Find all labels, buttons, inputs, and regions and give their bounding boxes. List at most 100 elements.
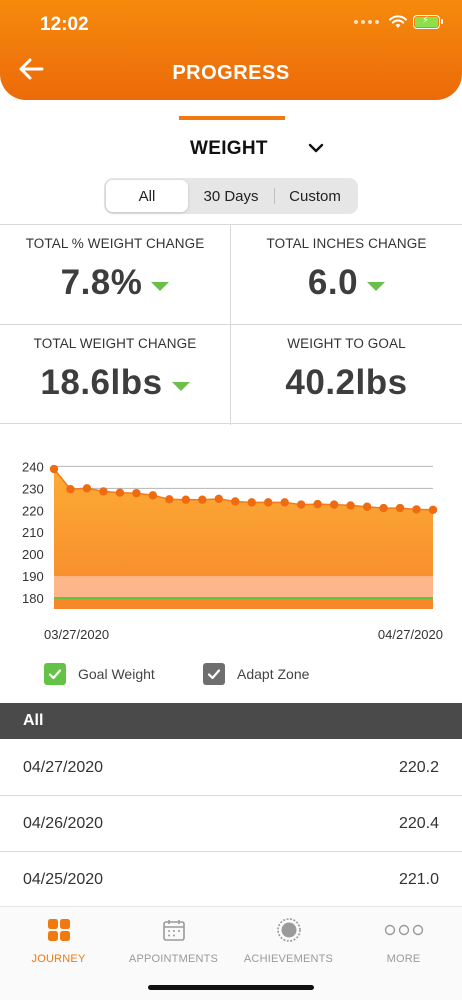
- x-tick-label: 04/27/2020: [378, 627, 443, 642]
- stat-total-inches-change: TOTAL INCHES CHANGE 6.0: [231, 225, 462, 325]
- data-point: [329, 500, 339, 509]
- filter-30-days[interactable]: 30 Days: [203, 187, 259, 205]
- legend-adapt-zone[interactable]: Adapt Zone: [203, 662, 309, 686]
- y-tick-label: 230: [22, 481, 44, 496]
- y-tick-label: 200: [22, 547, 44, 562]
- stat-total-pct-weight-change: TOTAL % WEIGHT CHANGE 7.8%: [0, 225, 231, 325]
- filter-all[interactable]: All: [106, 180, 188, 212]
- status-time: 12:02: [40, 14, 89, 35]
- stat-value: 7.8%: [60, 263, 143, 302]
- calendar-icon: [116, 917, 231, 943]
- legend-label: Adapt Zone: [237, 666, 310, 682]
- chevron-down-icon: [308, 143, 324, 153]
- tab-label: ACHIEVEMENTS: [243, 953, 334, 965]
- status-bar: 12:02 ⚡: [0, 0, 462, 50]
- trend-down-icon: [151, 281, 170, 291]
- badge-icon: [231, 917, 346, 943]
- data-point: [379, 503, 388, 513]
- bottom-tab-bar: JOURNEY APPOINTMENTS ACHIEVEMENTS: [0, 906, 462, 1000]
- list-item-date: 04/26/2020: [23, 814, 104, 832]
- stats-grid: TOTAL % WEIGHT CHANGE 7.8% TOTAL INCHES …: [0, 224, 462, 425]
- stat-value-wrap: 40.2lbs: [285, 363, 407, 403]
- data-point: [214, 494, 223, 504]
- filter-custom[interactable]: Custom: [274, 180, 356, 212]
- data-point: [247, 498, 256, 507]
- y-tick-label: 220: [22, 503, 44, 518]
- list-item-date: 04/25/2020: [23, 870, 104, 888]
- stat-value: 18.6lbs: [40, 363, 163, 402]
- metric-label: WEIGHT: [190, 138, 268, 159]
- data-point: [362, 502, 372, 511]
- list-item[interactable]: 04/26/2020 220.4: [0, 796, 462, 852]
- data-point: [148, 491, 158, 500]
- stat-value: 6.0: [307, 263, 359, 302]
- stat-label: WEIGHT TO GOAL: [287, 336, 406, 351]
- data-point: [49, 464, 59, 474]
- tab-label: MORE: [386, 953, 421, 965]
- data-point: [132, 488, 141, 498]
- data-point: [181, 495, 191, 504]
- y-tick-label: 240: [22, 459, 44, 474]
- list-item[interactable]: 04/25/2020 221.0: [0, 852, 462, 908]
- weight-area: [54, 469, 433, 609]
- weight-chart-svg: 180 190 200 210 220 230 240 03/27/2020 04/27/202…: [22, 459, 443, 642]
- below-goal-band: [54, 598, 433, 609]
- data-point: [296, 500, 306, 509]
- stat-value: 40.2lbs: [285, 363, 408, 402]
- page-title: PROGRESS: [172, 62, 290, 84]
- data-point: [231, 497, 240, 506]
- data-point: [313, 499, 322, 509]
- y-tick-label: 210: [22, 525, 44, 540]
- tab-label: APPOINTMENTS: [128, 953, 219, 965]
- data-point: [115, 488, 125, 497]
- y-tick-label: 190: [22, 569, 44, 584]
- weight-chart: 180 190 200 210 220 230 240 03/27/2020 04/27/202…: [0, 424, 462, 704]
- tab-appointments[interactable]: APPOINTMENTS: [116, 917, 231, 965]
- data-point: [82, 484, 92, 493]
- stat-weight-to-goal: WEIGHT TO GOAL 40.2lbs: [231, 325, 462, 425]
- tab-achievements[interactable]: ACHIEVEMENTS: [231, 917, 346, 965]
- stat-value-wrap: 7.8%: [61, 263, 170, 303]
- arrow-left-icon: [19, 58, 44, 80]
- list-section-header: All: [0, 703, 462, 739]
- data-point: [346, 501, 355, 510]
- tab-more[interactable]: MORE: [346, 917, 461, 965]
- adapt-zone-band: [54, 576, 433, 599]
- stat-total-weight-change: TOTAL WEIGHT CHANGE 18.6lbs: [0, 325, 231, 425]
- battery-icon: ⚡: [413, 15, 443, 29]
- list-item-value: 220.2: [398, 758, 439, 776]
- list-item-value: 220.4: [398, 814, 439, 832]
- home-indicator: [148, 985, 314, 990]
- more-dots-icon: [346, 917, 461, 943]
- y-tick-label: 180: [22, 591, 44, 606]
- metric-dropdown[interactable]: WEIGHT: [190, 134, 340, 164]
- list-item-value: 221.0: [398, 870, 439, 888]
- list-item-date: 04/27/2020: [23, 758, 104, 776]
- stat-label: TOTAL WEIGHT CHANGE: [33, 336, 197, 351]
- data-point: [99, 487, 108, 496]
- status-icons: ⚡: [354, 15, 443, 29]
- stat-value-wrap: 6.0: [307, 263, 386, 303]
- tab-label: JOURNEY: [31, 953, 86, 965]
- checkbox-checked-icon: [203, 663, 225, 685]
- legend-label: Goal Weight: [78, 666, 155, 682]
- wifi-icon: [389, 15, 407, 28]
- checkbox-checked-icon: [44, 663, 66, 685]
- stat-label: TOTAL INCHES CHANGE: [266, 236, 427, 251]
- data-point: [66, 485, 75, 494]
- trend-down-icon: [367, 281, 386, 291]
- cellular-signal-icon: [354, 20, 379, 24]
- metric-tab-indicator: [179, 116, 285, 120]
- stat-value-wrap: 18.6lbs: [40, 363, 190, 403]
- header: 12:02 ⚡ PROGRESS: [0, 0, 462, 100]
- grid-icon: [1, 917, 116, 943]
- data-point: [198, 495, 207, 504]
- date-range-filter: All 30 Days Custom: [104, 178, 358, 214]
- data-point: [395, 503, 405, 513]
- data-point: [428, 505, 438, 515]
- list-item[interactable]: 04/27/2020 220.2: [0, 740, 462, 796]
- legend-goal-weight[interactable]: Goal Weight: [44, 662, 155, 686]
- tab-journey[interactable]: JOURNEY: [1, 917, 116, 965]
- back-button[interactable]: [16, 54, 48, 86]
- data-point: [264, 498, 273, 507]
